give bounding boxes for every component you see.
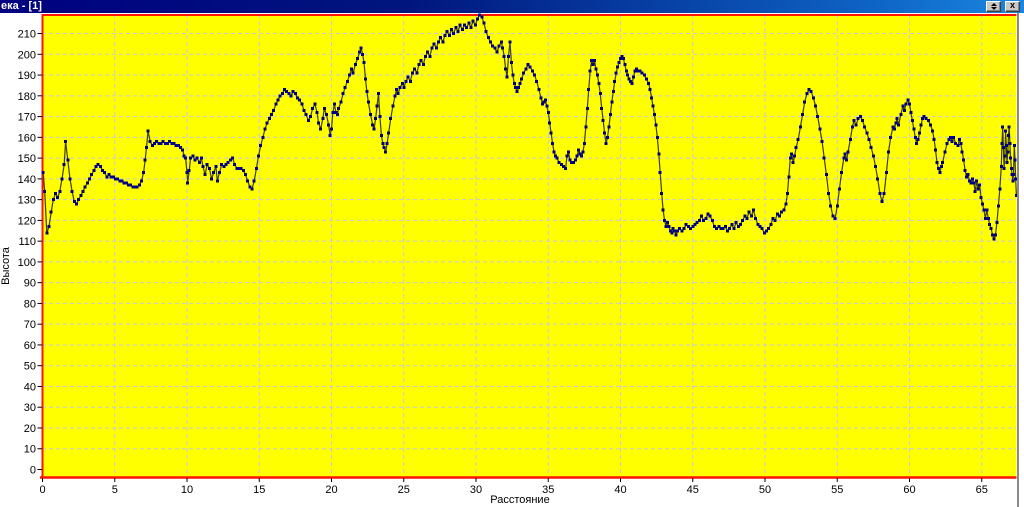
svg-text:90: 90 <box>24 278 36 290</box>
svg-text:10: 10 <box>24 444 36 456</box>
svg-text:120: 120 <box>18 215 36 227</box>
svg-text:200: 200 <box>18 49 36 61</box>
svg-text:10: 10 <box>181 484 193 496</box>
close-icon: x <box>1009 0 1015 10</box>
svg-text:0: 0 <box>39 484 45 496</box>
svg-text:20: 20 <box>24 423 36 435</box>
svg-text:40: 40 <box>614 484 626 496</box>
updown-arrows-button[interactable] <box>986 1 1001 12</box>
svg-text:30: 30 <box>470 484 482 496</box>
updown-arrows-icon <box>990 3 997 10</box>
close-button[interactable]: x <box>1005 1 1020 12</box>
title-bar[interactable]: ека - [1] x <box>0 0 1024 13</box>
svg-text:110: 110 <box>18 236 36 248</box>
svg-text:80: 80 <box>24 298 36 310</box>
svg-text:60: 60 <box>24 340 36 352</box>
svg-text:15: 15 <box>253 484 265 496</box>
svg-text:50: 50 <box>759 484 771 496</box>
svg-text:35: 35 <box>542 484 554 496</box>
svg-text:30: 30 <box>24 402 36 414</box>
svg-text:45: 45 <box>687 484 699 496</box>
svg-text:70: 70 <box>24 319 36 331</box>
svg-text:0: 0 <box>30 465 36 477</box>
svg-text:140: 140 <box>18 174 36 186</box>
svg-text:170: 170 <box>18 112 36 124</box>
svg-text:150: 150 <box>18 153 36 165</box>
svg-text:55: 55 <box>831 484 843 496</box>
svg-text:Высота: Высота <box>0 246 12 285</box>
svg-text:210: 210 <box>18 29 36 41</box>
svg-text:50: 50 <box>24 361 36 373</box>
window-title: ека - [1] <box>1 0 42 12</box>
svg-text:160: 160 <box>18 132 36 144</box>
svg-text:100: 100 <box>18 257 36 269</box>
svg-text:40: 40 <box>24 381 36 393</box>
svg-text:180: 180 <box>18 91 36 103</box>
svg-text:60: 60 <box>903 484 915 496</box>
svg-text:190: 190 <box>18 70 36 82</box>
svg-text:130: 130 <box>18 195 36 207</box>
svg-text:5: 5 <box>112 484 118 496</box>
svg-text:20: 20 <box>325 484 337 496</box>
svg-text:Расстояние: Расстояние <box>490 494 549 506</box>
svg-text:25: 25 <box>398 484 410 496</box>
titlebar-buttons: x <box>986 1 1020 12</box>
svg-text:65: 65 <box>976 484 988 496</box>
